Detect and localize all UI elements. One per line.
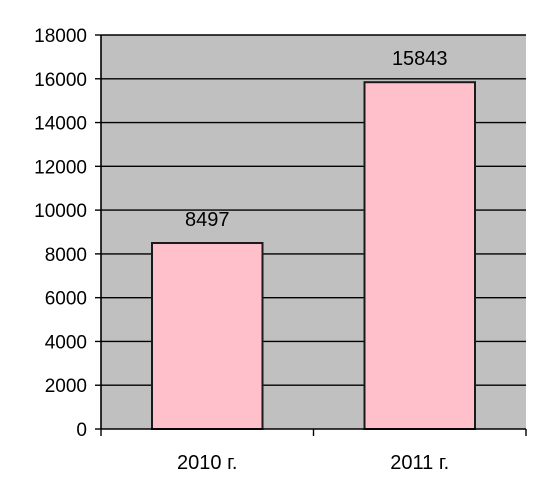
x-category-label: 2011 г. [390, 452, 449, 474]
y-tick-label: 10000 [34, 201, 87, 222]
y-tick-label: 2000 [45, 376, 87, 397]
y-tick-label: 6000 [45, 289, 87, 310]
y-tick-label: 8000 [45, 245, 87, 266]
y-tick-label: 14000 [34, 114, 87, 135]
y-tick-label: 12000 [34, 157, 87, 178]
bars [151, 81, 476, 431]
y-tick-label: 18000 [34, 26, 87, 47]
data-label: 8497 [185, 209, 230, 231]
bar [151, 242, 264, 430]
y-tick-label: 0 [76, 420, 87, 441]
data-label: 15843 [392, 48, 448, 70]
y-tick-label: 4000 [45, 332, 87, 353]
bar [363, 81, 476, 431]
y-axis-tick-labels: 0 2000 4000 6000 8000 10000 12000 14000 16000 180… [34, 26, 87, 441]
axes [100, 35, 527, 436]
data-labels: 8497 15843 [185, 48, 448, 231]
x-category-label: 2010 г. [177, 452, 237, 474]
y-tick-label: 16000 [34, 70, 87, 91]
x-axis-category-labels: 2010 г. 2011 г. [177, 452, 449, 474]
